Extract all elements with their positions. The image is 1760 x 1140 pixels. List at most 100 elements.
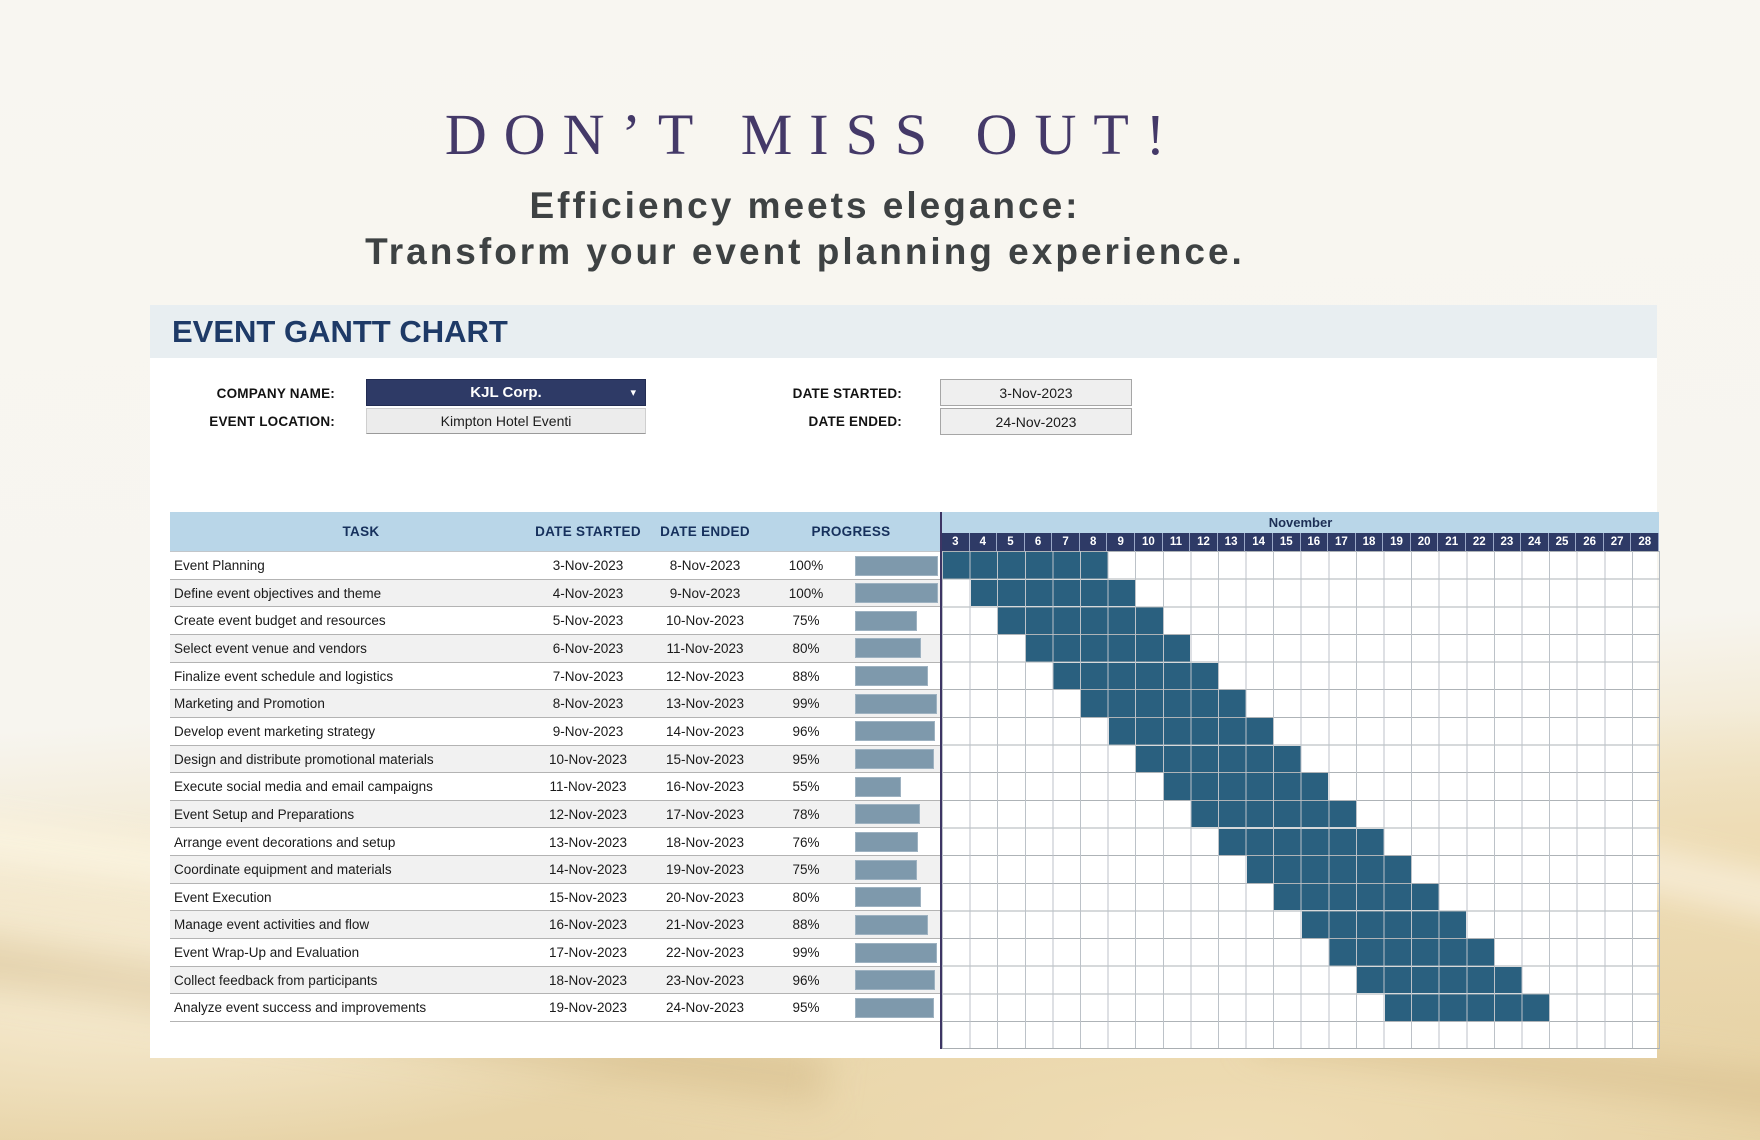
day-header-cell: 17 <box>1328 533 1356 551</box>
day-header-cell: 3 <box>942 533 970 551</box>
day-header-cell: 27 <box>1603 533 1632 551</box>
day-header-cell: 13 <box>1217 533 1246 551</box>
date-ended-cell: 9-Nov-2023 <box>669 585 741 601</box>
gantt-sheet-card: EVENT GANTT CHART COMPANY NAME: KJL Corp… <box>150 305 1660 1058</box>
date-started-field[interactable]: 3-Nov-2023 <box>940 379 1132 406</box>
progress-bar-cell <box>855 997 938 1018</box>
date-ended-field[interactable]: 24-Nov-2023 <box>940 408 1132 435</box>
day-header-cell: 4 <box>969 533 998 551</box>
task-name-cell: Collect feedback from participants <box>174 972 378 988</box>
task-row: Event Execution 15-Nov-2023 20-Nov-2023 80% <box>170 884 940 912</box>
task-row: Coordinate equipment and materials 14-Nov… <box>170 856 940 884</box>
progress-bar-cell <box>855 887 938 908</box>
column-header-task: TASK <box>342 524 380 539</box>
progress-bar-cell <box>855 610 938 631</box>
event-location-field[interactable]: Kimpton Hotel Eventi <box>366 408 646 434</box>
day-header-cell: 6 <box>1024 533 1053 551</box>
date-started-cell: 10-Nov-2023 <box>548 751 628 767</box>
progress-value-cell: 95% <box>792 1000 820 1016</box>
day-header-cell: 22 <box>1465 533 1494 551</box>
hero-section: DON’T MISS OUT! Efficiency meets eleganc… <box>0 102 1610 276</box>
date-started-cell: 6-Nov-2023 <box>552 640 624 656</box>
progress-value-cell: 100% <box>788 558 824 573</box>
task-name-cell: Finalize event schedule and logistics <box>174 668 394 684</box>
day-header-cell: 26 <box>1576 533 1604 551</box>
progress-bar <box>855 583 938 604</box>
task-name-cell: Analyze event success and improvements <box>174 1000 427 1016</box>
task-row: Arrange event decorations and setup 13-No… <box>170 829 940 857</box>
day-header-cell: 21 <box>1438 533 1466 551</box>
progress-bar-cell <box>855 832 938 852</box>
sheet-title-banner: EVENT GANTT CHART <box>150 305 1657 358</box>
day-header-cell: 16 <box>1300 533 1329 551</box>
day-header-cell: 7 <box>1052 533 1080 551</box>
task-name-cell: Manage event activities and flow <box>174 917 370 933</box>
table-header: TASK DATE STARTED DATE ENDED PROGRESS <box>170 512 940 551</box>
progress-value-cell: 95% <box>792 751 820 767</box>
day-header-cell: 8 <box>1079 533 1108 551</box>
hero-title: DON’T MISS OUT! <box>444 102 1183 167</box>
day-header-cell: 12 <box>1190 533 1218 551</box>
day-header-cell: 14 <box>1245 533 1273 551</box>
task-row: Event Planning 3-Nov-2023 8-Nov-2023 100% <box>170 552 940 580</box>
date-ended-cell: 18-Nov-2023 <box>665 834 745 850</box>
progress-bar <box>855 970 935 991</box>
task-name-cell: Develop event marketing strategy <box>174 723 376 739</box>
day-header-cell: 19 <box>1383 533 1411 551</box>
progress-bar <box>855 914 929 935</box>
progress-bar-cell <box>855 638 938 659</box>
date-ended-cell: 16-Nov-2023 <box>665 779 745 795</box>
date-ended-cell: 14-Nov-2023 <box>665 723 745 739</box>
progress-bar-cell <box>855 749 938 770</box>
date-started-label: DATE STARTED: <box>792 386 902 401</box>
progress-bar-cell <box>855 721 938 742</box>
task-name-cell: Define event objectives and theme <box>174 585 382 601</box>
gantt-gridlines <box>942 551 1660 1049</box>
date-ended-cell: 22-Nov-2023 <box>665 945 745 961</box>
task-name-cell: Create event budget and resources <box>174 613 386 629</box>
progress-bar-cell <box>855 942 938 963</box>
task-name-cell: Event Execution <box>174 889 272 905</box>
progress-value-cell: 76% <box>792 834 820 850</box>
date-started-cell: 14-Nov-2023 <box>548 862 628 878</box>
progress-bar <box>855 997 934 1018</box>
days-row: 3 4 5 6 7 8 9 10 11 12 13 14 15 16 17 18 19 20 21 22 23 24 25 2… <box>942 533 1660 551</box>
day-header-cell: 5 <box>997 533 1025 551</box>
progress-bar <box>855 859 918 880</box>
hero-subtitle-line1: Efficiency meets elegance: <box>529 184 1081 226</box>
task-row: Execute social media and email campaigns… <box>170 773 940 801</box>
sheet-title: EVENT GANTT CHART <box>172 313 508 349</box>
date-started-cell: 12-Nov-2023 <box>548 806 628 822</box>
date-started-cell: 4-Nov-2023 <box>552 585 624 601</box>
task-row: Design and distribute promotional materi… <box>170 745 940 774</box>
task-name-cell: Event Setup and Preparations <box>174 806 355 822</box>
day-header-cell: 24 <box>1521 533 1549 551</box>
progress-bar <box>855 887 922 908</box>
progress-value-cell: 78% <box>792 806 820 822</box>
date-ended-cell: 10-Nov-2023 <box>665 613 745 629</box>
company-name-label: COMPANY NAME: <box>216 386 335 401</box>
task-name-cell: Coordinate equipment and materials <box>174 862 392 878</box>
task-name-cell: Event Planning <box>174 558 265 573</box>
date-ended-cell: 17-Nov-2023 <box>665 806 745 822</box>
date-started-cell: 11-Nov-2023 <box>549 779 627 795</box>
month-header: November <box>942 512 1659 533</box>
progress-bar <box>855 749 934 770</box>
company-name-dropdown[interactable]: KJL Corp. ▾ <box>366 379 646 406</box>
date-started-cell: 5-Nov-2023 <box>552 613 624 629</box>
progress-bar-cell <box>855 776 938 797</box>
progress-bar-cell <box>855 555 938 576</box>
date-ended-cell: 13-Nov-2023 <box>665 696 745 712</box>
progress-value-cell: 55% <box>792 779 820 795</box>
date-started-cell: 3-Nov-2023 <box>552 558 624 573</box>
date-ended-cell: 21-Nov-2023 <box>665 917 745 933</box>
task-row: Manage event activities and flow 16-Nov-2… <box>170 911 940 940</box>
progress-value-cell: 96% <box>792 972 820 988</box>
progress-bar <box>855 942 938 963</box>
date-started-cell: 15-Nov-2023 <box>548 889 628 905</box>
progress-bar <box>855 610 918 631</box>
task-row: Event Setup and Preparations 12-Nov-2023 1… <box>170 800 940 829</box>
date-started-cell: 16-Nov-2023 <box>548 917 628 933</box>
progress-bar <box>855 832 919 852</box>
date-started-cell: 18-Nov-2023 <box>548 972 628 988</box>
